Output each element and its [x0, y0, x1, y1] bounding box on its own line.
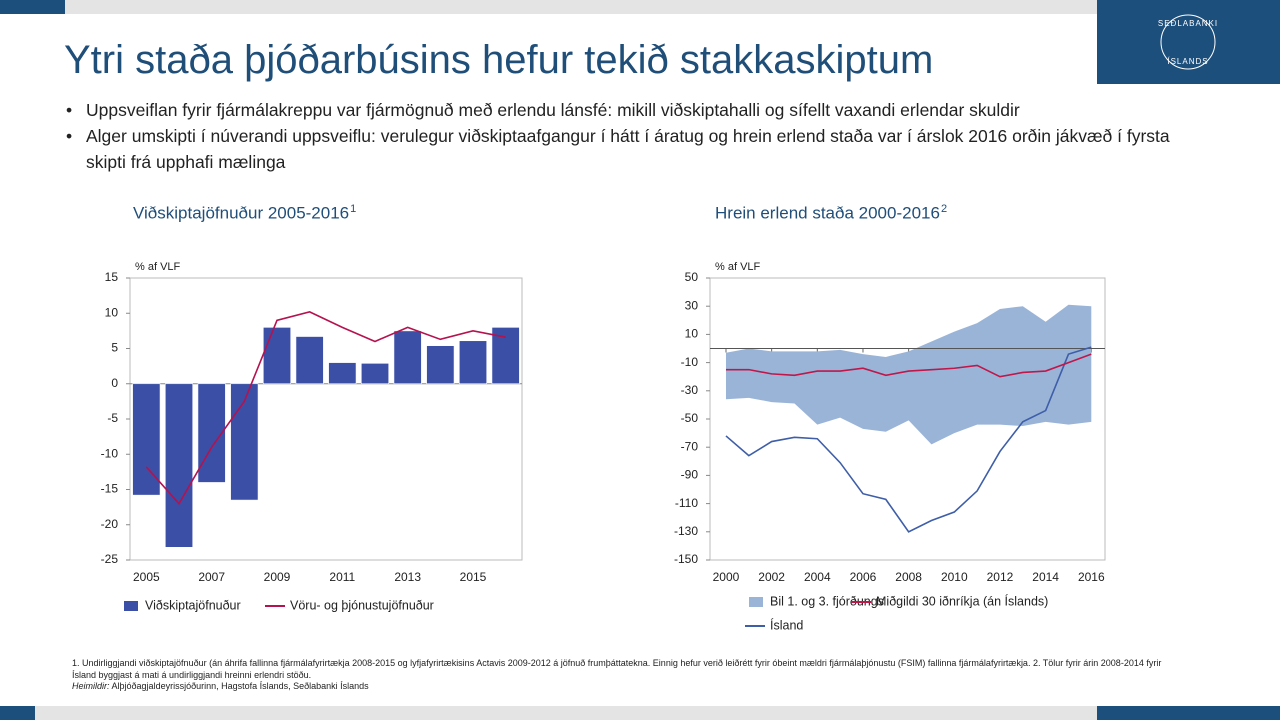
x-tick-label: 2006 — [850, 570, 877, 584]
slide-title: Ytri staða þjóðarbúsins hefur tekið stak… — [64, 38, 934, 82]
logo-text: SEÐLABANKI — [1158, 19, 1218, 28]
y-tick-label: 50 — [685, 270, 699, 284]
bar — [295, 336, 324, 385]
x-tick-label: 2010 — [941, 570, 968, 584]
sources: Heimildir: Alþjóðagjaldeyrissjóðurinn, H… — [72, 681, 1162, 693]
y-tick-label: -25 — [101, 552, 119, 566]
bar — [426, 345, 455, 385]
x-tick-label: 2009 — [264, 570, 291, 584]
bar — [393, 330, 422, 385]
y-tick-label: -70 — [681, 439, 699, 453]
y-axis-label: % af VLF — [715, 261, 761, 273]
y-tick-label: 30 — [685, 298, 699, 312]
x-tick-label: 2012 — [987, 570, 1014, 584]
logo-ring — [1160, 14, 1216, 70]
y-tick-label: -5 — [107, 411, 118, 425]
x-tick-label: 2007 — [198, 570, 225, 584]
legend-swatch — [749, 597, 763, 607]
bar — [360, 363, 390, 385]
legend-label: Bil 1. og 3. fjórðungs — [770, 594, 884, 608]
y-tick-label: -10 — [681, 355, 699, 369]
y-tick-label: -15 — [101, 482, 119, 496]
y-tick-label: 10 — [105, 305, 119, 319]
logo-text: ÍSLANDS — [1167, 57, 1208, 66]
chart-title: Hrein erlend staða 2000-2016 — [715, 203, 940, 222]
line — [725, 346, 1092, 533]
y-tick-label: -90 — [681, 468, 699, 482]
bar — [164, 383, 194, 548]
x-tick-label: 2008 — [895, 570, 922, 584]
top-band-dark — [0, 0, 65, 14]
y-axis-label: % af VLF — [135, 261, 181, 273]
y-tick-label: 5 — [111, 341, 118, 355]
legend-label: Ísland — [770, 617, 803, 632]
line — [725, 353, 1092, 378]
sources-text: Alþjóðagjaldeyrissjóðurinn, Hagstofa Ísl… — [111, 681, 369, 691]
y-tick-label: -20 — [101, 517, 119, 531]
bar — [458, 340, 488, 385]
bullet-list: Uppsveiflan fyrir fjármálakreppu var fjá… — [62, 97, 1212, 175]
y-tick-label: -110 — [675, 496, 698, 510]
y-tick-label: 0 — [111, 376, 118, 390]
x-tick-label: 2015 — [460, 570, 487, 584]
y-tick-label: -50 — [681, 411, 699, 425]
x-tick-label: 2016 — [1078, 570, 1105, 584]
legend-label: Vöru- og þjónustujöfnuður — [290, 598, 434, 612]
bottom-band — [35, 706, 1097, 720]
chart-title-note: 2 — [941, 203, 947, 215]
chart-title-note: 1 — [350, 203, 356, 215]
bullet: Alger umskipti í núverandi uppsveiflu: v… — [62, 123, 1212, 175]
x-tick-label: 2005 — [133, 570, 160, 584]
legend-label: Miðgildi 30 iðnríkja (án Íslands) — [876, 593, 1048, 608]
y-tick-label: 10 — [685, 327, 699, 341]
line — [145, 310, 506, 505]
y-tick-label: 15 — [105, 270, 119, 284]
y-tick-label: -30 — [681, 383, 699, 397]
bottom-band-dark — [1097, 706, 1280, 720]
y-tick-label: -10 — [101, 446, 119, 460]
legend-label: Viðskiptajöfnuður — [145, 598, 241, 612]
bullet: Uppsveiflan fyrir fjármálakreppu var fjá… — [62, 97, 1212, 123]
chart-title: Viðskiptajöfnuður 2005-2016 — [133, 203, 349, 222]
bar — [230, 383, 259, 501]
x-tick-label: 2011 — [329, 570, 355, 584]
x-tick-label: 2013 — [394, 570, 421, 584]
sources-label: Heimildir: — [72, 681, 110, 691]
footnotes: 1. Undirliggjandi viðskiptajöfnuður (án … — [72, 658, 1162, 693]
x-tick-label: 2002 — [758, 570, 785, 584]
legend-swatch — [124, 601, 138, 611]
x-tick-label: 2004 — [804, 570, 831, 584]
bar — [328, 362, 357, 385]
y-tick-label: -150 — [674, 552, 698, 566]
x-tick-label: 2014 — [1032, 570, 1059, 584]
y-tick-label: -130 — [674, 524, 698, 538]
x-tick-label: 2000 — [713, 570, 740, 584]
band-area — [725, 304, 1092, 445]
bar — [262, 327, 292, 385]
top-band — [65, 0, 1097, 14]
bottom-band-dark — [0, 706, 35, 720]
logo-box — [1097, 0, 1280, 84]
footnote: 1. Undirliggjandi viðskiptajöfnuður (án … — [72, 658, 1162, 680]
